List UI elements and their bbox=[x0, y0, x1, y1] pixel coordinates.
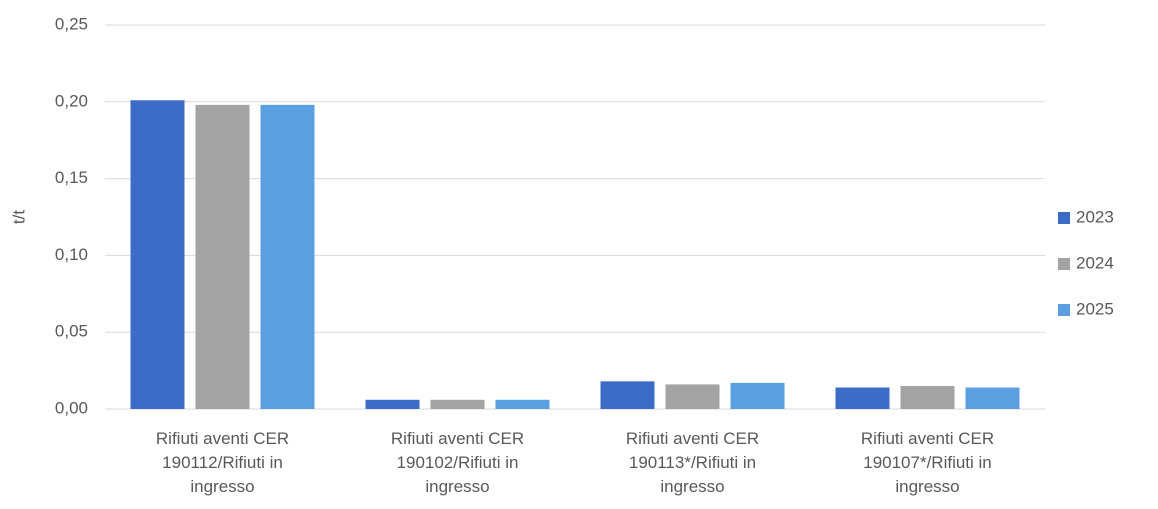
y-axis-label: t/t bbox=[9, 210, 28, 224]
y-tick-label: 0,20 bbox=[55, 91, 88, 110]
bar bbox=[730, 382, 785, 409]
bar bbox=[195, 104, 250, 409]
legend-swatch bbox=[1058, 212, 1070, 224]
legend-swatch bbox=[1058, 304, 1070, 316]
bar bbox=[900, 385, 955, 409]
x-tick-label: Rifiuti aventi CER 190102/Rifiuti in ingre… bbox=[391, 429, 524, 496]
y-tick-label: 0,00 bbox=[55, 398, 88, 417]
legend-label: 2024 bbox=[1076, 253, 1114, 272]
bar bbox=[130, 100, 185, 409]
bar bbox=[365, 399, 420, 409]
y-tick-label: 0,15 bbox=[55, 168, 88, 187]
legend-swatch bbox=[1058, 258, 1070, 270]
legend-label: 2025 bbox=[1076, 299, 1114, 318]
bar bbox=[665, 384, 720, 409]
bar bbox=[600, 381, 655, 409]
bar bbox=[430, 399, 485, 409]
y-tick-label: 0,10 bbox=[55, 245, 88, 264]
legend-label: 2023 bbox=[1076, 207, 1114, 226]
x-tick-label: Rifiuti aventi CER 190107*/Rifiuti in ingr… bbox=[861, 429, 994, 496]
y-tick-label: 0,05 bbox=[55, 322, 88, 341]
y-tick-label: 0,25 bbox=[55, 14, 88, 33]
bar bbox=[495, 399, 550, 409]
x-tick-label: Rifiuti aventi CER 190112/Rifiuti in ingre… bbox=[156, 429, 289, 496]
bar bbox=[835, 387, 890, 409]
bar bbox=[260, 104, 315, 409]
bar bbox=[965, 387, 1020, 409]
x-tick-label: Rifiuti aventi CER 190113*/Rifiuti in ingr… bbox=[626, 429, 759, 496]
